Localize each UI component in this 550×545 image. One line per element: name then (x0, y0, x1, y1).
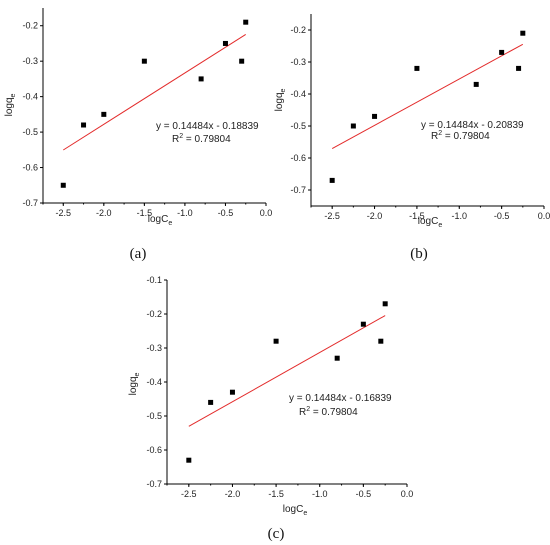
y-axis-label: logqe (128, 373, 141, 396)
data-point (229, 389, 235, 395)
fit-line (188, 315, 386, 427)
y-tick-label: -0.4 (290, 89, 306, 99)
y-tick-label: -0.6 (146, 445, 162, 455)
y-tick-label: -0.4 (22, 92, 38, 102)
y-tick-label: -0.5 (146, 411, 162, 421)
data-point (101, 111, 107, 117)
panel-label-b: (b) (410, 246, 428, 262)
data-point (239, 58, 245, 64)
y-tick-label: -0.2 (22, 21, 38, 31)
data-point (222, 40, 228, 46)
x-tick-label: -1.0 (452, 211, 468, 221)
x-tick-label: -2.0 (225, 489, 241, 499)
y-tick-label: -0.3 (146, 343, 162, 353)
fit-line (331, 43, 524, 149)
x-tick-label: -2.0 (367, 211, 383, 221)
y-tick-label: -0.6 (290, 153, 306, 163)
y-tick-label: -0.5 (290, 121, 306, 131)
data-point (360, 321, 366, 327)
y-tick-label: -0.7 (146, 479, 162, 489)
y-axis-label: logqe (4, 94, 17, 117)
y-tick-label: -0.2 (146, 309, 162, 319)
data-point (382, 301, 388, 307)
x-tick-label: -0.5 (494, 211, 510, 221)
data-point (81, 122, 87, 128)
data-point (60, 182, 66, 188)
fit-equation: y = 0.14484x - 0.18839 (156, 121, 259, 132)
chart-panel-b: -2.5 -2.0 -1.5 -1.0 -0.5 0.0 -0.7 -0.6 -0.5 -0.4 -… (274, 14, 550, 262)
r-squared: R2 = 0.79804 (431, 130, 490, 142)
y-tick-label: -0.2 (290, 25, 306, 35)
data-point (516, 65, 522, 71)
x-axis-label: logCe (148, 214, 173, 227)
data-point (334, 355, 340, 361)
x-axis-label: logCe (283, 504, 308, 517)
panel-label-a: (a) (130, 246, 147, 262)
x-axis-label: logCe (418, 216, 443, 229)
fit-line (63, 34, 246, 151)
y-tick-label: -0.3 (22, 56, 38, 66)
data-point (499, 49, 505, 55)
y-tick-label: -0.6 (22, 163, 38, 173)
data-point (141, 58, 147, 64)
panel-label-c: (c) (268, 526, 285, 542)
x-tick-label: -0.5 (218, 208, 234, 218)
data-point (414, 65, 420, 71)
x-tick-label: 0.0 (401, 489, 414, 499)
fit-equation: y = 0.14484x - 0.20839 (421, 120, 524, 131)
y-tick-label: -0.5 (22, 127, 38, 137)
x-tick-label: -2.5 (56, 208, 72, 218)
x-tick-label: -1.5 (268, 489, 284, 499)
data-point (208, 399, 214, 405)
x-tick-label: -1.0 (177, 208, 193, 218)
data-point (520, 30, 526, 36)
y-axis-label: logqe (274, 89, 287, 112)
data-point (198, 76, 204, 82)
fit-equation: y = 0.14484x - 0.16839 (289, 393, 392, 404)
data-point (473, 81, 479, 87)
y-tick-label: -0.7 (22, 198, 38, 208)
x-tick-label: -1.0 (312, 489, 328, 499)
x-tick-label: -2.5 (324, 211, 340, 221)
r-squared: R2 = 0.79804 (299, 406, 358, 418)
x-tick-label: -1.5 (409, 211, 425, 221)
chart-panel-c: -2.5 -2.0 -1.5 -1.0 -0.5 0.0 -0.7 -0.6 -0.5 -0.4 -… (128, 275, 413, 542)
data-point (273, 338, 279, 344)
y-tick-label: -0.1 (146, 275, 162, 285)
data-point (186, 457, 192, 463)
y-tick-label: -0.3 (290, 57, 306, 67)
x-tick-label: -0.5 (356, 489, 372, 499)
x-tick-label: 0.0 (260, 208, 273, 218)
y-tick-label: -0.7 (290, 185, 306, 195)
data-point (243, 19, 249, 25)
y-tick-label: -0.4 (146, 377, 162, 387)
data-point (372, 113, 378, 119)
r-squared: R2 = 0.79804 (172, 133, 231, 145)
x-tick-label: -1.5 (137, 208, 153, 218)
x-tick-label: -2.0 (96, 208, 112, 218)
x-tick-label: -2.5 (181, 489, 197, 499)
data-point (350, 123, 356, 129)
chart-panel-a: -2.5 -2.0 -1.5 -1.0 -0.5 0.0 -0.7 -0.6 -0.5 -0.4 -… (4, 8, 272, 262)
data-point (329, 177, 335, 183)
x-tick-label: 0.0 (538, 211, 550, 221)
data-point (378, 338, 384, 344)
